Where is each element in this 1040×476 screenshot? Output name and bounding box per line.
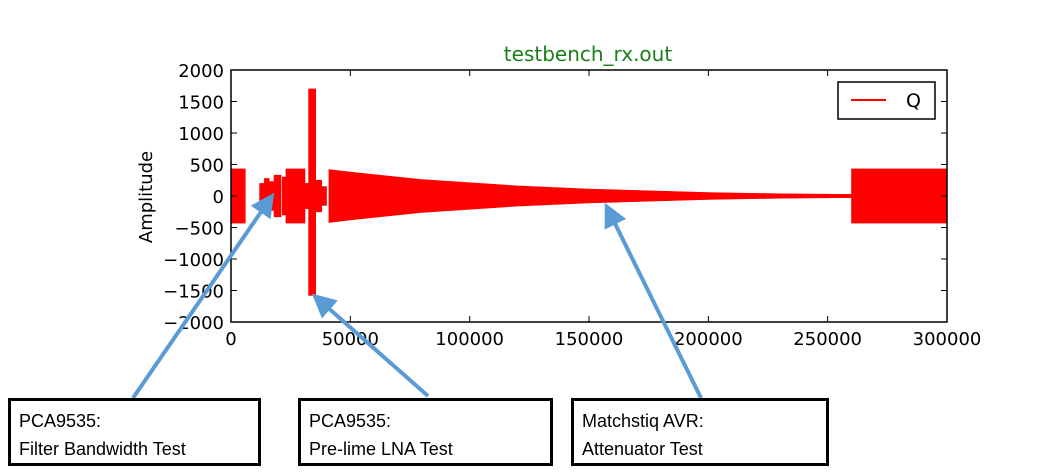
x-tick-label-2: 100000 xyxy=(435,329,504,350)
annotation-filter-bandwidth: PCA9535: Filter Bandwidth Test xyxy=(8,398,261,466)
x-tick-label-3: 150000 xyxy=(555,329,624,350)
series-q-segment-4 xyxy=(273,174,282,218)
x-tick-label-1: 50000 xyxy=(322,329,379,350)
y-tick-label-5: −500 xyxy=(175,219,224,240)
series-q-segment-11 xyxy=(328,169,852,223)
annotation-filter-bandwidth-line1: PCA9535: xyxy=(19,411,102,431)
x-tick-label-5: 250000 xyxy=(793,329,862,350)
series-q-segment-6 xyxy=(285,168,306,224)
y-tick-label-4: 0 xyxy=(213,187,224,208)
y-tick-label-3: 500 xyxy=(190,156,224,177)
y-tick-label-8: −2000 xyxy=(163,313,224,334)
annotation-lna-test-line2: Pre-lime LNA Test xyxy=(309,439,453,459)
annotation-arrow-0 xyxy=(131,192,275,400)
annotation-lna-test: PCA9535: Pre-lime LNA Test xyxy=(298,398,553,466)
y-tick-label-1: 1500 xyxy=(178,93,224,114)
series-q-segment-7 xyxy=(304,183,309,209)
y-axis-label: Amplitude xyxy=(136,151,157,243)
annotation-filter-bandwidth-line2: Filter Bandwidth Test xyxy=(19,439,186,459)
series-q-segment-5 xyxy=(281,176,287,216)
series-q-segment-12 xyxy=(851,168,948,224)
series-q-segment-3 xyxy=(268,181,275,211)
annotation-arrow-1 xyxy=(311,293,430,398)
annotation-attenuator-test-line1: Matchstiq AVR: xyxy=(582,411,704,431)
series-q-segment-9 xyxy=(315,180,323,213)
series-q-segment-10 xyxy=(321,186,327,206)
x-tick-label-6: 300000 xyxy=(913,329,982,350)
x-tick-label-4: 200000 xyxy=(674,329,743,350)
series-q-segment-8 xyxy=(308,88,317,296)
legend-label-q: Q xyxy=(906,90,921,112)
y-tick-label-7: −1500 xyxy=(163,282,224,303)
y-tick-label-0: 2000 xyxy=(178,61,224,82)
x-tick-label-0: 0 xyxy=(225,329,236,350)
y-tick-label-2: 1000 xyxy=(178,124,224,145)
legend: Q xyxy=(837,81,936,120)
annotation-lna-test-line1: PCA9535: xyxy=(309,411,392,431)
chart-title: testbench_rx.out xyxy=(504,42,673,66)
annotation-attenuator-test: Matchstiq AVR: Attenuator Test xyxy=(571,398,829,466)
annotation-attenuator-test-line2: Attenuator Test xyxy=(582,439,703,459)
y-tick-label-6: −1000 xyxy=(163,250,224,271)
annotation-arrow-2 xyxy=(604,202,703,399)
